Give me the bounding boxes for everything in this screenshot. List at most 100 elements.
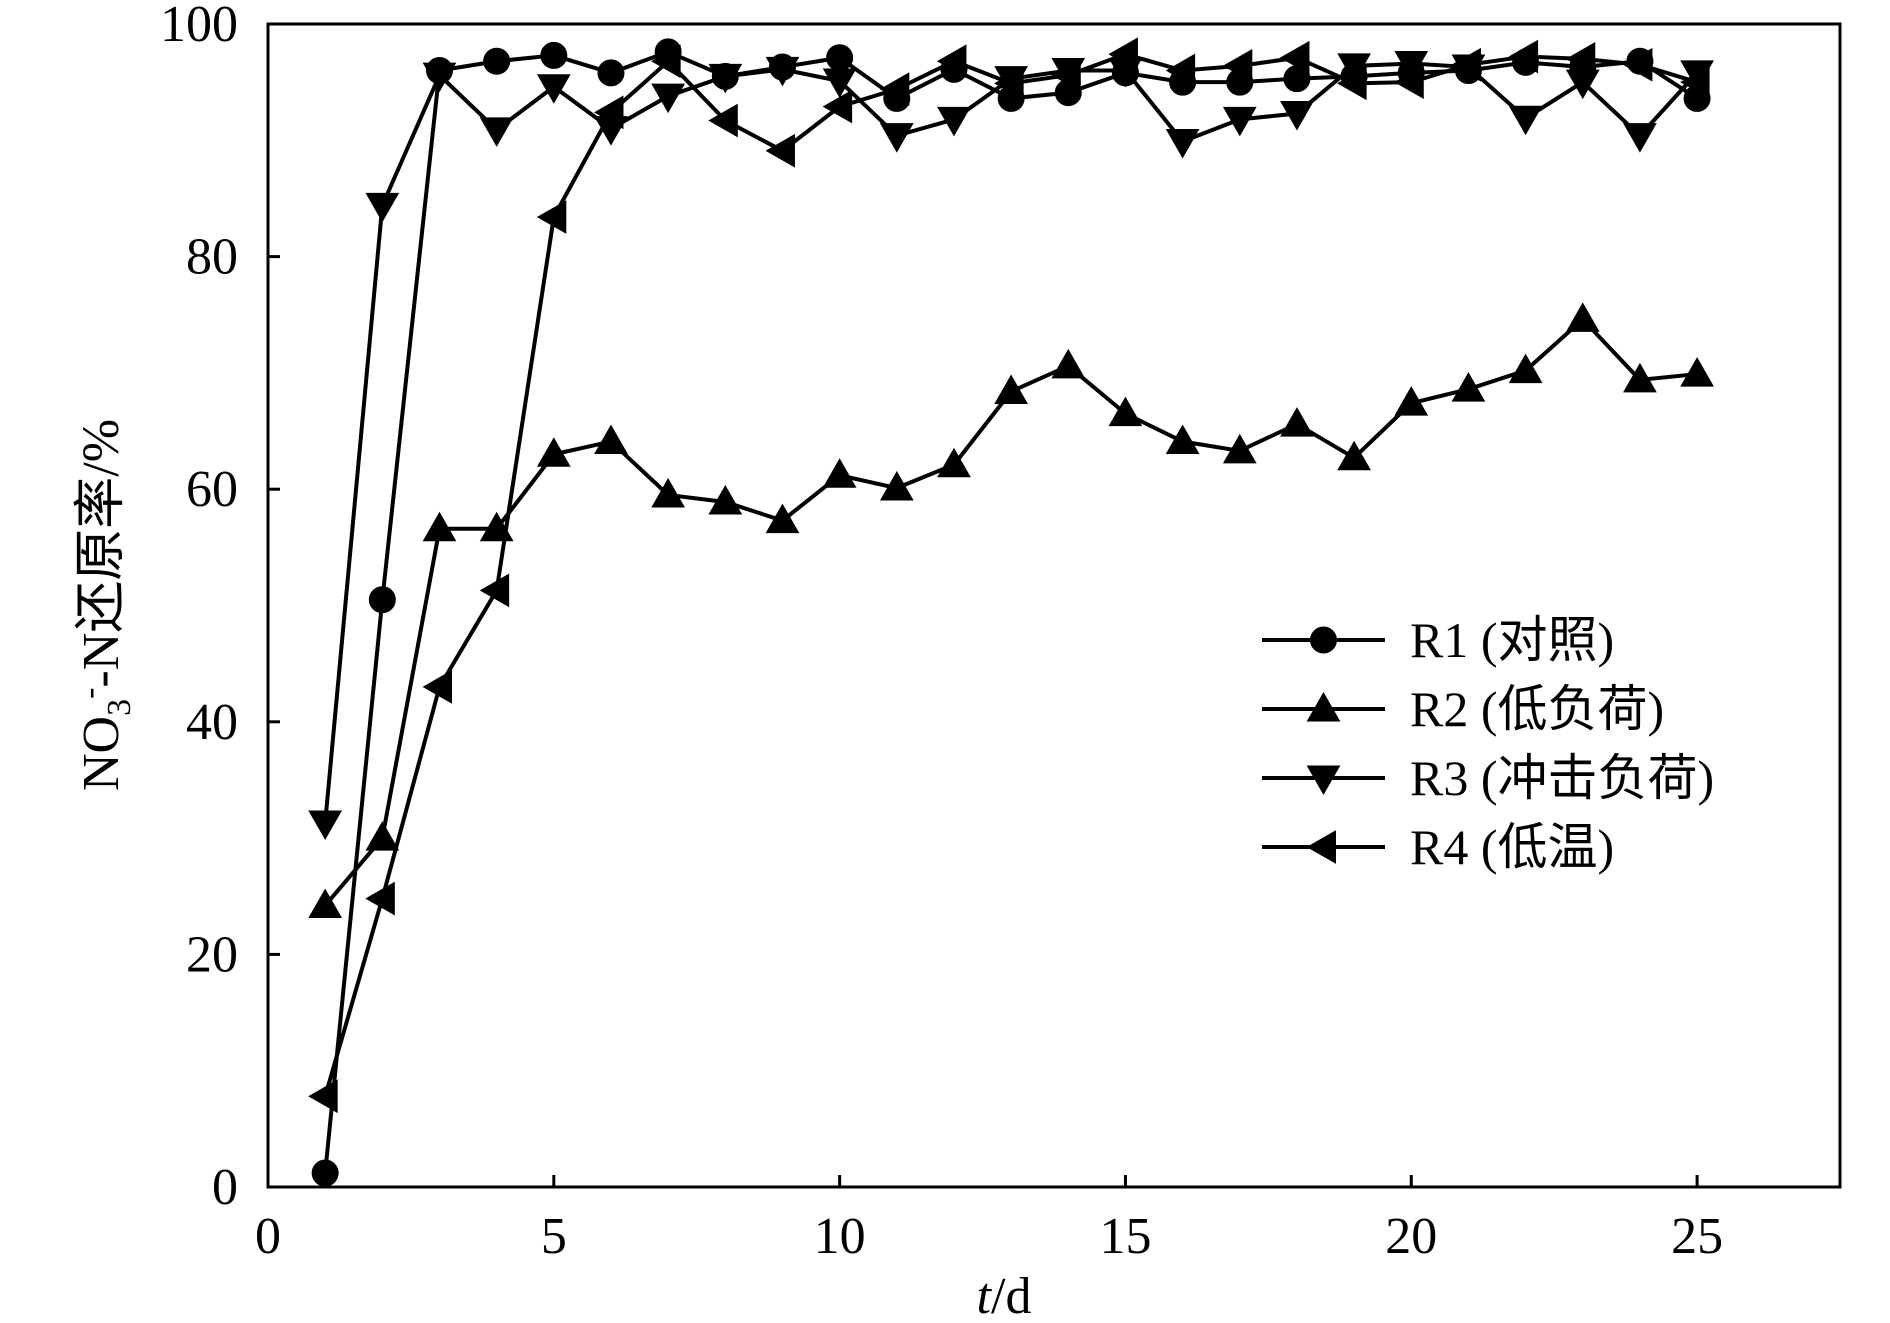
y-tick-label: 60 xyxy=(186,461,238,518)
data-point-r4 xyxy=(1622,47,1653,82)
y-axis-title-subscript: 3 xyxy=(101,699,138,716)
axis-ticks: 0 5 10 15 20 25 0 20 40 60 80 100 xyxy=(160,0,1723,1265)
legend-item-r1: R1 (对照) xyxy=(1262,612,1614,668)
legend-item-r4: R4 (低温) xyxy=(1262,819,1614,875)
data-point-r1 xyxy=(540,41,568,69)
data-point-r2 xyxy=(822,458,857,488)
data-point-r4 xyxy=(1451,47,1481,82)
data-point-r2 xyxy=(1680,357,1714,387)
data-point-r3 xyxy=(1394,51,1429,81)
data-point-r3 xyxy=(365,192,400,223)
data-point-r4 xyxy=(479,573,510,608)
x-tick-label: 25 xyxy=(1671,1208,1723,1265)
y-tick-label: 20 xyxy=(186,926,238,983)
legend-label: R2 (低负荷) xyxy=(1410,681,1664,737)
y-axis-title-prefix: NO xyxy=(73,716,130,791)
data-point-r2 xyxy=(536,437,571,467)
y-axis-title: NO3--N还原率/% xyxy=(71,419,138,791)
data-point-r2 xyxy=(708,484,743,515)
y-tick-label: 0 xyxy=(212,1159,238,1216)
data-point-r4 xyxy=(1565,42,1596,76)
data-point-r1 xyxy=(826,44,854,72)
data-point-r4 xyxy=(936,44,967,79)
data-point-r2 xyxy=(1051,348,1086,379)
x-tick-label: 15 xyxy=(1099,1208,1151,1265)
data-point-r4 xyxy=(308,1079,338,1114)
data-point-r3 xyxy=(651,83,686,114)
data-point-r4 xyxy=(822,89,853,124)
data-point-r3 xyxy=(1565,69,1600,100)
data-point-r2 xyxy=(1565,302,1600,332)
legend-item-r2: R2 (低负荷) xyxy=(1262,681,1664,737)
x-tick-label: 5 xyxy=(541,1208,567,1265)
data-point-r4 xyxy=(879,72,910,106)
data-point-r2 xyxy=(1623,362,1657,393)
data-point-r4 xyxy=(1337,66,1367,101)
series-r2 xyxy=(308,302,1714,919)
legend-marker xyxy=(1310,626,1337,654)
data-point-r2 xyxy=(1280,407,1314,437)
data-point-r1 xyxy=(597,59,625,87)
data-point-r4 xyxy=(1680,65,1710,100)
data-point-r3 xyxy=(1222,106,1257,137)
data-point-r2 xyxy=(937,447,971,478)
data-point-r2 xyxy=(1222,433,1257,464)
data-point-r2 xyxy=(765,503,800,534)
data-point-r2 xyxy=(1451,372,1486,402)
legend-item-r3: R3 (冲击负荷) xyxy=(1262,750,1714,806)
data-point-r2 xyxy=(651,478,686,508)
data-point-r3 xyxy=(1280,101,1314,131)
data-point-r3 xyxy=(937,106,971,137)
x-tick-label: 0 xyxy=(255,1208,281,1265)
data-point-r2 xyxy=(1508,353,1543,384)
data-point-r2 xyxy=(1108,396,1143,427)
legend-label: R1 (对照) xyxy=(1410,612,1614,668)
x-axis-title-italic: t xyxy=(977,1268,993,1323)
legend: R1 (对照) R2 (低负荷) R3 (冲击负荷) R4 (低温) xyxy=(1262,612,1714,875)
plot-area-border xyxy=(266,22,1842,1189)
series-r4 xyxy=(308,37,1710,1114)
data-point-r2 xyxy=(879,471,914,501)
legend-marker xyxy=(1306,765,1341,796)
data-point-r1 xyxy=(311,1159,339,1187)
data-point-r2 xyxy=(994,374,1028,405)
legend-label: R4 (低温) xyxy=(1410,819,1614,875)
data-point-r2 xyxy=(422,511,457,542)
data-point-r3 xyxy=(765,56,800,87)
data-point-r2 xyxy=(1165,424,1200,455)
x-axis-title-unit: /d xyxy=(991,1268,1031,1323)
data-point-r4 xyxy=(1108,37,1138,72)
data-point-r3 xyxy=(536,74,571,104)
x-tick-label: 10 xyxy=(814,1208,866,1265)
y-tick-label: 100 xyxy=(160,0,238,53)
data-point-r4 xyxy=(593,95,624,130)
y-axis-title-suffix: -N还原率/% xyxy=(73,419,130,688)
data-point-r4 xyxy=(765,133,795,168)
data-point-r3 xyxy=(1623,123,1657,153)
x-axis-title: t/d xyxy=(977,1268,1032,1323)
data-point-r4 xyxy=(365,881,395,916)
series-line-r4 xyxy=(323,52,1698,1097)
data-point-r3 xyxy=(1165,128,1200,159)
data-point-r2 xyxy=(1394,386,1429,416)
data-point-r4 xyxy=(708,103,738,138)
data-point-r4 xyxy=(651,44,681,79)
data-point-r2 xyxy=(1337,440,1371,471)
data-point-r3 xyxy=(479,117,514,147)
y-tick-label: 80 xyxy=(186,229,238,286)
data-point-r4 xyxy=(1165,53,1196,88)
data-point-r4 xyxy=(1279,40,1310,75)
data-point-r3 xyxy=(1508,105,1543,136)
data-point-r3 xyxy=(308,810,343,840)
y-axis-title-superscript: - xyxy=(71,688,108,699)
data-point-r1 xyxy=(483,47,511,75)
legend-marker xyxy=(1306,691,1341,722)
y-tick-label: 40 xyxy=(186,694,238,751)
data-point-r2 xyxy=(594,424,628,455)
data-point-r1 xyxy=(368,586,396,614)
data-point-r4 xyxy=(994,66,1024,101)
data-point-r3 xyxy=(708,63,743,94)
legend-marker xyxy=(1306,830,1336,864)
data-series xyxy=(308,37,1714,1187)
